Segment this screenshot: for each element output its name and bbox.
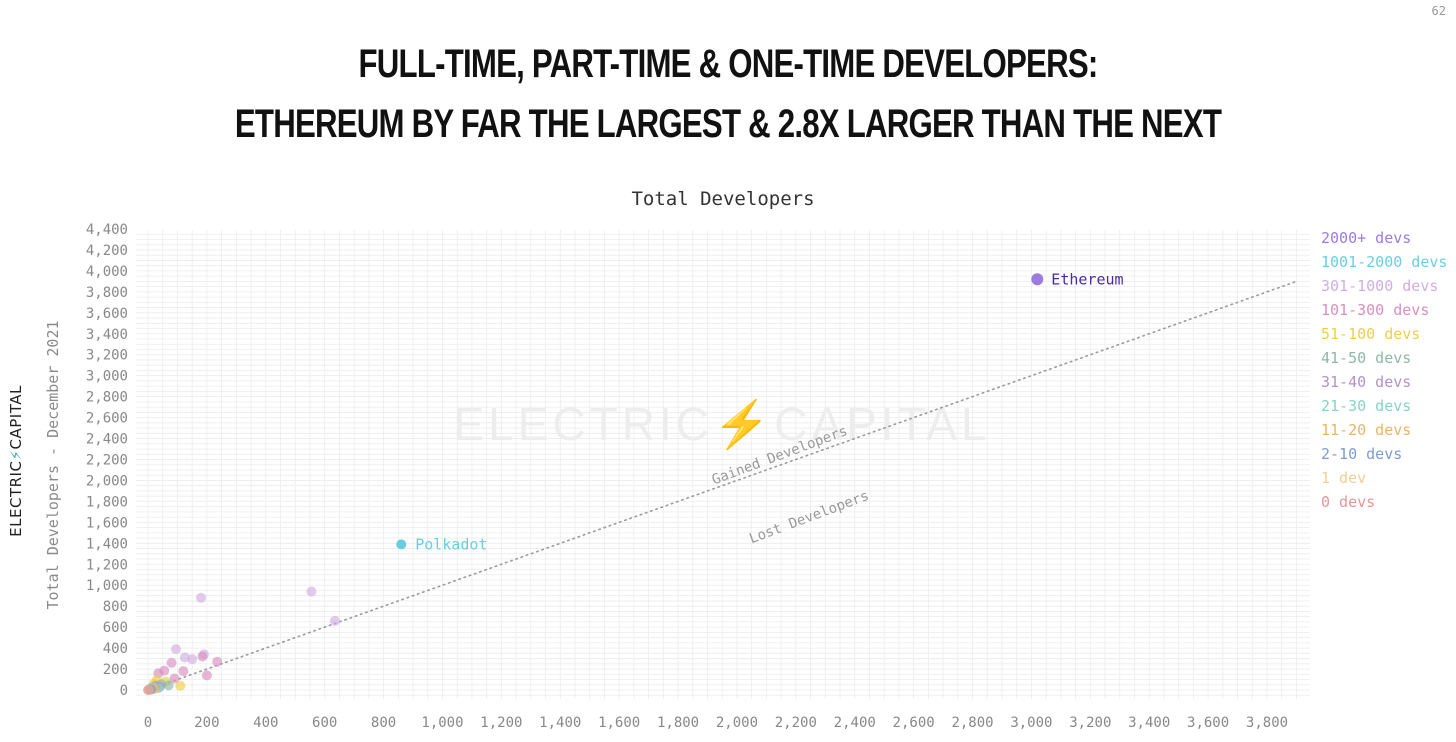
x-tick-label: 200 xyxy=(194,715,219,731)
point-label-polkadot: Polkadot xyxy=(415,535,487,553)
x-tick-label: 3,200 xyxy=(1069,715,1111,731)
legend-item[interactable]: 2000+ devs xyxy=(1321,229,1412,247)
x-tick-label: 0 xyxy=(144,715,152,731)
data-point xyxy=(169,673,180,684)
x-tick-label: 2,600 xyxy=(893,715,935,731)
legend: 2000+ devs 1001-2000 devs 301-1000 devs 101… xyxy=(1321,229,1447,517)
data-point xyxy=(196,592,207,603)
y-tick-label: 4,400 xyxy=(86,222,128,238)
y-axis-label: Total Developers - December 2021 xyxy=(44,321,62,610)
x-tick-label: 3,600 xyxy=(1187,715,1229,731)
x-tick-label: 2,800 xyxy=(951,715,993,731)
data-point-ethereum xyxy=(1031,273,1044,286)
x-tick-label: 1,000 xyxy=(421,715,463,731)
legend-item[interactable]: 0 devs xyxy=(1321,493,1376,511)
y-axis-ticks: 0 200 400 600 800 1,000 1,200 1,400 1,600 1,800 2,… xyxy=(86,222,128,699)
y-tick-label: 3,600 xyxy=(86,306,128,322)
y-tick-label: 3,200 xyxy=(86,348,128,364)
x-tick-label: 2,200 xyxy=(775,715,817,731)
legend-item[interactable]: 31-40 devs xyxy=(1321,373,1412,391)
x-tick-label: 3,800 xyxy=(1246,715,1288,731)
y-tick-label: 4,200 xyxy=(86,243,128,259)
legend-item[interactable]: 301-1000 devs xyxy=(1321,277,1439,295)
y-tick-label: 400 xyxy=(103,641,128,657)
y-tick-label: 200 xyxy=(103,662,128,678)
labeled-points: Ethereum Polkadot xyxy=(396,270,1124,553)
data-point xyxy=(143,685,153,695)
x-tick-label: 1,200 xyxy=(480,715,522,731)
legend-item[interactable]: 11-20 devs xyxy=(1321,421,1412,439)
y-tick-label: 1,600 xyxy=(86,515,128,531)
y-tick-label: 1,200 xyxy=(86,557,128,573)
page-number: 62 xyxy=(1431,4,1446,18)
legend-item[interactable]: 2-10 devs xyxy=(1321,445,1403,463)
y-tick-label: 1,800 xyxy=(86,494,128,510)
y-tick-label: 1,400 xyxy=(86,536,128,552)
y-tick-label: 4,000 xyxy=(86,264,128,280)
x-tick-label: 3,000 xyxy=(1010,715,1052,731)
grid-lines xyxy=(136,230,1310,699)
y-tick-label: 2,600 xyxy=(86,411,128,427)
y-tick-label: 0 xyxy=(120,683,128,699)
y-tick-label: 600 xyxy=(103,620,128,636)
watermark-bolt: ⚡ xyxy=(713,398,774,452)
y-tick-label: 1,000 xyxy=(86,578,128,594)
data-point xyxy=(201,670,212,681)
headline-line-2: ETHEREUM BY FAR THE LARGEST & 2.8X LARGE… xyxy=(234,102,1222,146)
y-tick-label: 800 xyxy=(103,599,128,615)
data-point xyxy=(175,680,186,691)
y-tick-label: 2,800 xyxy=(86,390,128,406)
data-point xyxy=(212,656,223,667)
data-point xyxy=(166,657,177,668)
point-label-ethereum: Ethereum xyxy=(1051,270,1123,288)
legend-item[interactable]: 1001-2000 devs xyxy=(1321,253,1448,271)
x-tick-label: 2,400 xyxy=(834,715,876,731)
x-tick-label: 1,400 xyxy=(539,715,581,731)
x-tick-label: 1,600 xyxy=(598,715,640,731)
y-tick-label: 2,400 xyxy=(86,432,128,448)
x-tick-label: 600 xyxy=(312,715,337,731)
data-point xyxy=(170,644,181,655)
y-tick-label: 2,200 xyxy=(86,453,128,469)
y-tick-label: 3,800 xyxy=(86,285,128,301)
legend-item[interactable]: 21-30 devs xyxy=(1321,397,1412,415)
x-tick-label: 400 xyxy=(253,715,278,731)
y-tick-label: 3,400 xyxy=(86,327,128,343)
data-point xyxy=(329,615,340,626)
legend-item[interactable]: 1 dev xyxy=(1321,469,1367,487)
x-tick-label: 800 xyxy=(371,715,396,731)
chart-title: Total Developers xyxy=(631,188,815,210)
headline-line-1: FULL-TIME, PART-TIME & ONE-TIME DEVELOPE… xyxy=(358,42,1099,86)
data-point xyxy=(306,586,317,597)
y-tick-label: 2,000 xyxy=(86,473,128,489)
data-point xyxy=(197,651,208,662)
data-point xyxy=(178,666,189,677)
x-tick-label: 1,800 xyxy=(657,715,699,731)
data-point xyxy=(163,680,174,691)
data-point-polkadot xyxy=(396,539,407,550)
legend-item[interactable]: 41-50 devs xyxy=(1321,349,1412,367)
legend-item[interactable]: 101-300 devs xyxy=(1321,301,1430,319)
y-axis-label-group: Total Developers - December 2021 xyxy=(44,321,62,610)
x-tick-label: 3,400 xyxy=(1128,715,1170,731)
y-tick-label: 3,000 xyxy=(86,369,128,385)
data-points xyxy=(143,586,340,695)
watermark-text: ELECTRIC⚡CAPITAL xyxy=(453,398,990,452)
x-axis-ticks: 0 200 400 600 800 1,000 1,200 1,400 1,600 1,800 2,… xyxy=(144,715,1288,731)
legend-item[interactable]: 51-100 devs xyxy=(1321,325,1421,343)
watermark: ELECTRIC⚡CAPITAL xyxy=(453,398,990,452)
data-point xyxy=(187,654,198,665)
x-tick-label: 2,000 xyxy=(716,715,758,731)
